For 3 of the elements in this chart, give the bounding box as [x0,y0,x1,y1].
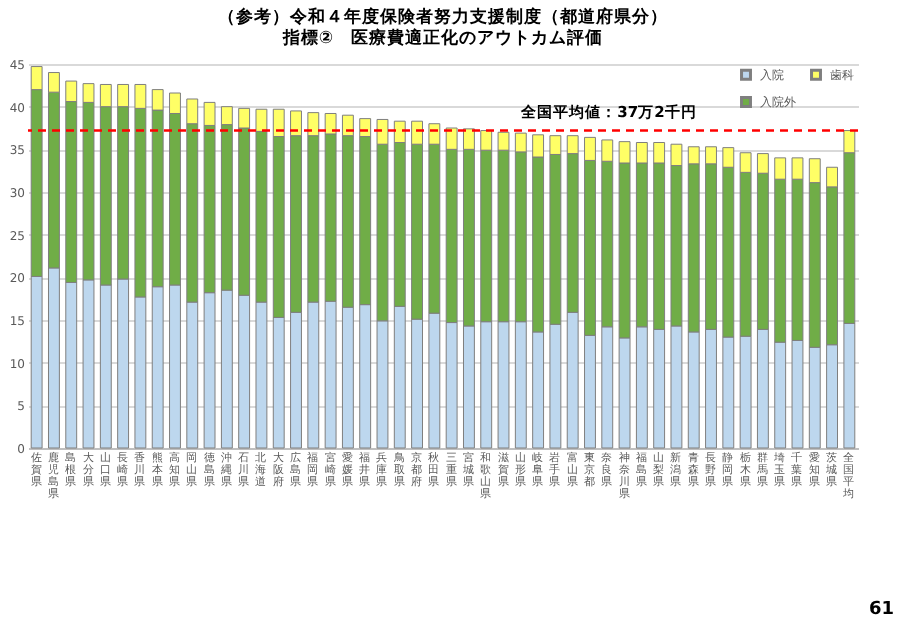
text: 61 [868,600,894,620]
chart-title: （参考）令和４年度保険者努力支援制度（都道府県分） [218,6,668,28]
chart-subtitle: 指標② 医療費適正化のアウトカム評価 [280,27,604,49]
